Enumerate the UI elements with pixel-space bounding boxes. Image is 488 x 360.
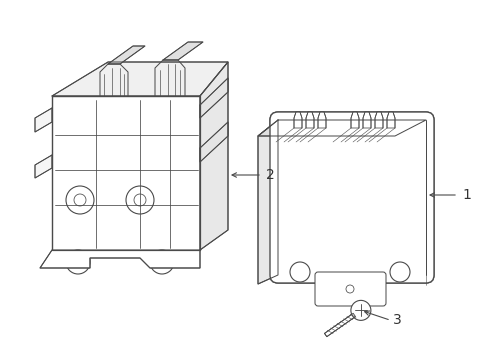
Polygon shape [258,120,425,136]
Polygon shape [324,313,355,337]
FancyBboxPatch shape [314,272,385,306]
Circle shape [150,250,174,274]
Polygon shape [258,120,278,284]
Polygon shape [305,112,313,128]
Polygon shape [317,112,325,128]
FancyBboxPatch shape [269,112,433,283]
Polygon shape [374,112,382,128]
Polygon shape [200,62,227,250]
Polygon shape [108,46,145,64]
Circle shape [350,300,370,320]
Circle shape [389,262,409,282]
Polygon shape [35,108,52,132]
Polygon shape [293,112,302,128]
Text: 2: 2 [265,168,274,182]
Text: 1: 1 [461,188,470,202]
Polygon shape [52,62,227,96]
Circle shape [289,262,309,282]
Polygon shape [362,112,370,128]
Polygon shape [200,78,227,118]
Polygon shape [350,112,358,128]
Circle shape [66,186,94,214]
Circle shape [126,186,154,214]
FancyBboxPatch shape [269,112,433,283]
Text: 3: 3 [392,313,401,327]
Polygon shape [35,155,52,178]
Polygon shape [40,250,200,268]
Polygon shape [200,122,227,162]
Polygon shape [163,42,203,60]
Polygon shape [52,96,200,250]
Circle shape [66,250,90,274]
Polygon shape [386,112,394,128]
